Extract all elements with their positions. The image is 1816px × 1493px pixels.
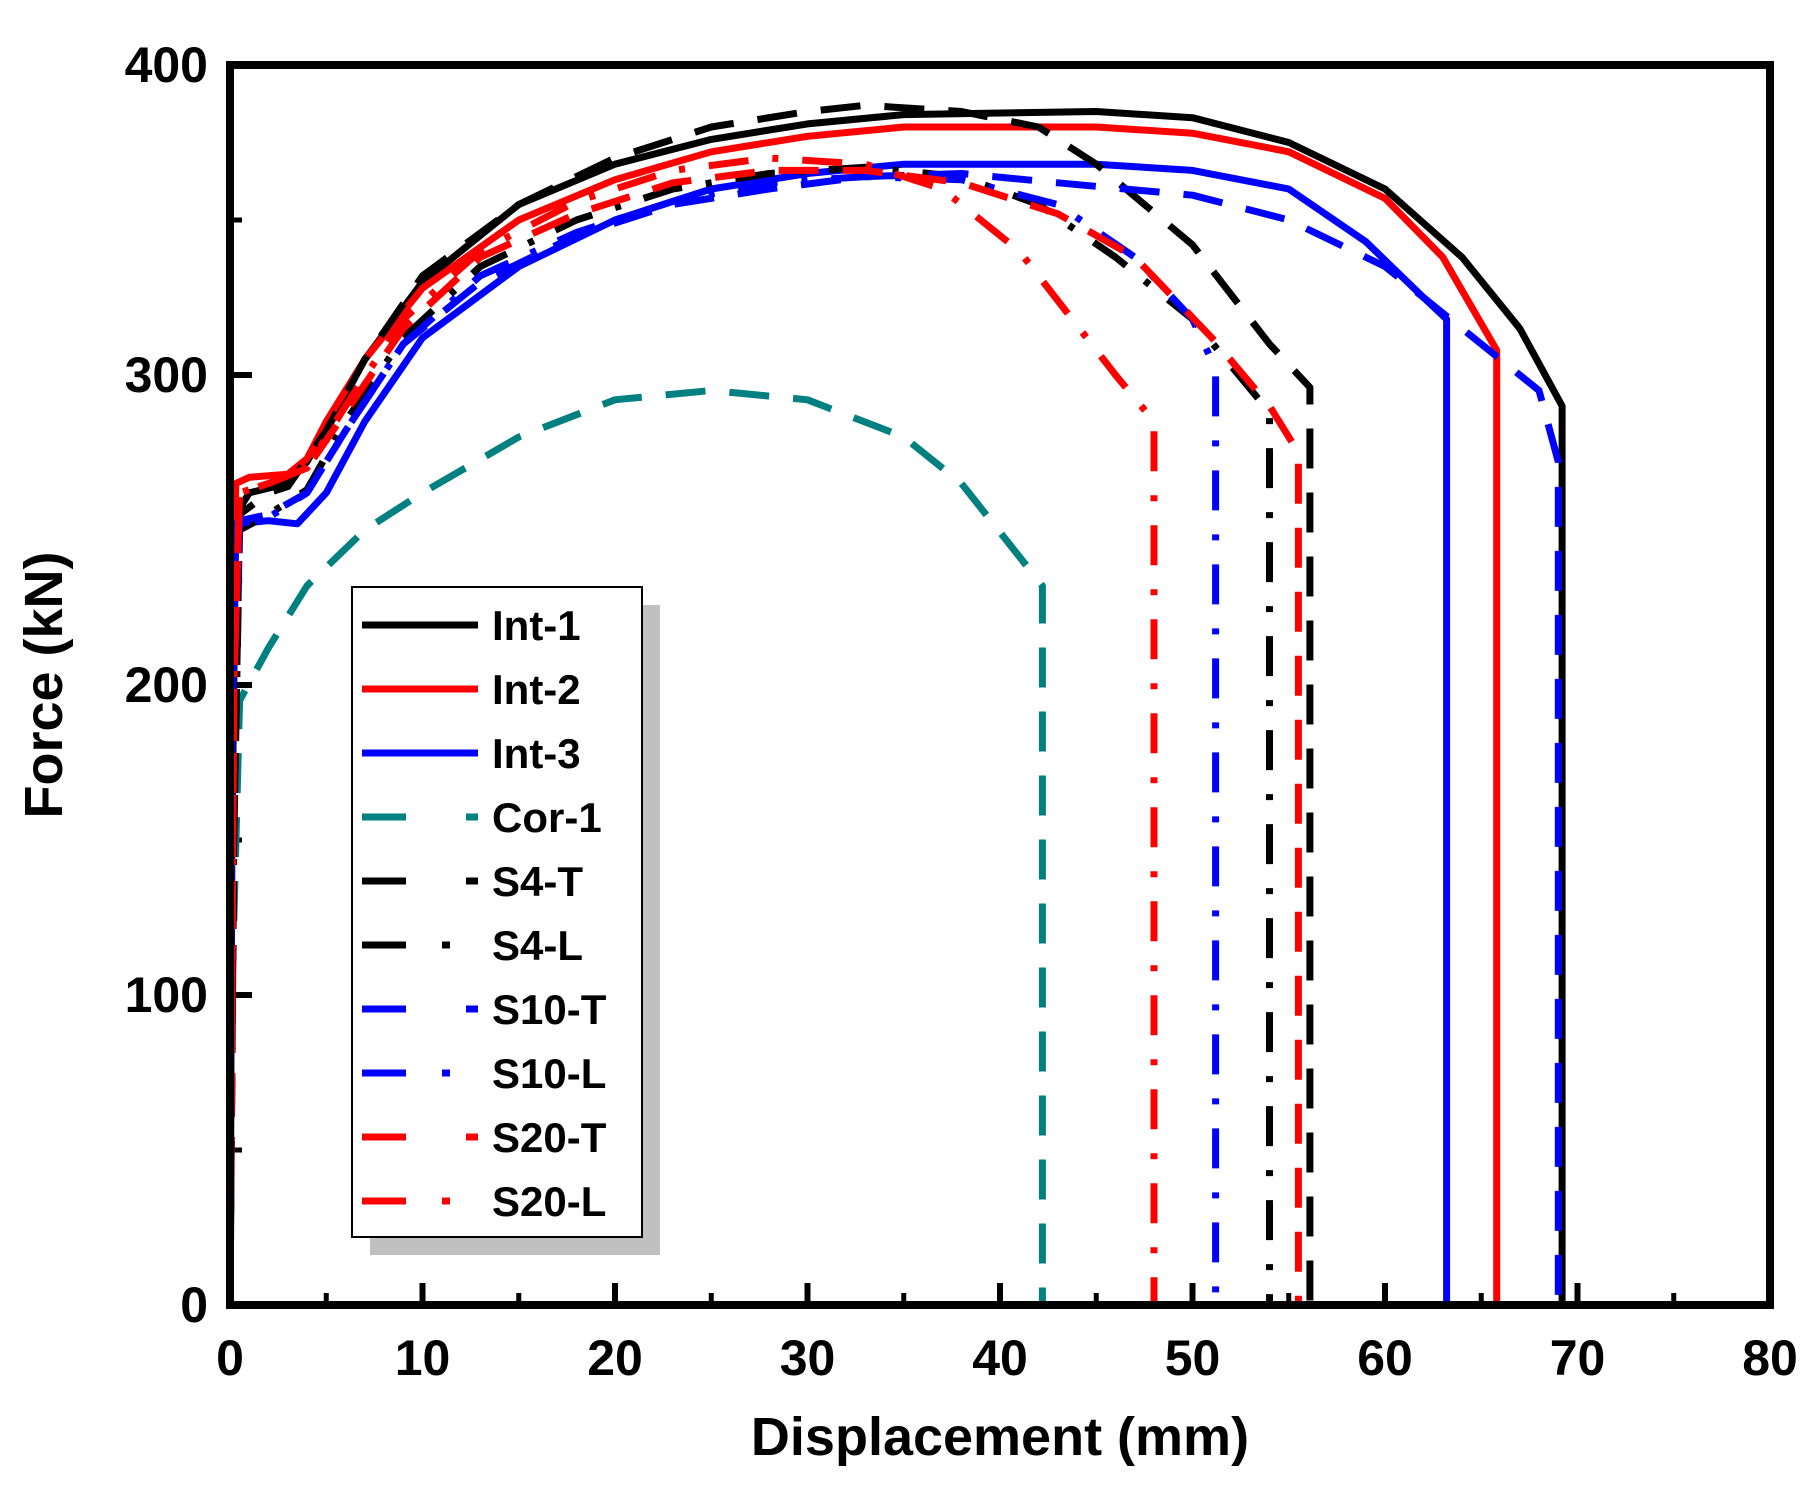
y-axis-title: Force (kN) [14, 551, 74, 818]
legend-label-s4-t: S4-T [492, 858, 583, 905]
x-tick-label: 40 [972, 1330, 1028, 1386]
y-tick-label: 100 [125, 967, 208, 1023]
y-tick-label: 400 [125, 37, 208, 93]
legend-label-cor-1: Cor-1 [492, 794, 602, 841]
series-line-s4-t [226, 101, 1314, 1306]
series-line-s20-t [226, 166, 1302, 1306]
x-tick-label: 50 [1165, 1330, 1221, 1386]
y-tick-label: 300 [125, 347, 208, 403]
plot-frame [226, 61, 1774, 1309]
y-tick-label: 0 [180, 1277, 208, 1333]
legend-label-int-1: Int-1 [492, 602, 581, 649]
legend-label-int-3: Int-3 [492, 730, 581, 777]
x-axis-title: Displacement (mm) [751, 1407, 1249, 1467]
series-line-s10-t [226, 170, 1562, 1306]
x-tick-label: 10 [395, 1330, 451, 1386]
series-lines [226, 101, 1566, 1306]
series-line-int-1 [226, 108, 1566, 1306]
x-tick-label: 80 [1742, 1330, 1798, 1386]
x-tick-label: 0 [216, 1330, 244, 1386]
legend-label-s20-l: S20-L [492, 1178, 606, 1225]
legend-label-s20-t: S20-T [492, 1114, 607, 1161]
tick-labels: 0 10 20 30 40 50 60 70 80 0 100 200 300 400 [125, 37, 1798, 1386]
x-tick-label: 20 [587, 1330, 643, 1386]
x-tick-label: 70 [1550, 1330, 1606, 1386]
x-tick-label: 30 [780, 1330, 836, 1386]
legend-box [351, 586, 643, 1238]
legend-label-s4-l: S4-L [492, 922, 583, 969]
legend-label-s10-t: S10-T [492, 986, 607, 1033]
legend-label-s10-l: S10-L [492, 1050, 606, 1097]
series-line-s20-l [226, 154, 1158, 1306]
x-tick-label: 60 [1357, 1330, 1413, 1386]
legend: Int-1 Int-2 Int-3 Cor-1 S4-T S4-L S10-T S10-L S2… [351, 586, 660, 1255]
y-tick-label: 200 [125, 657, 208, 713]
series-line-cor-1 [226, 387, 1046, 1306]
series-line-int-2 [226, 123, 1501, 1306]
legend-label-int-2: Int-2 [492, 666, 581, 713]
